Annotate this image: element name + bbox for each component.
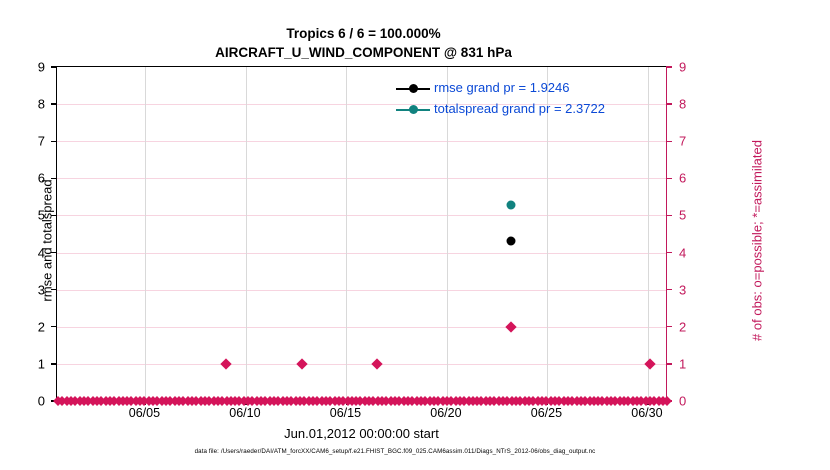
y-axis-right-tick-label: 1 [679, 356, 687, 372]
y-axis-left-tick [51, 288, 57, 291]
y-axis-left-tick-label: 7 [37, 133, 45, 149]
y-axis-right-tick [666, 251, 672, 254]
y-axis-right-tick [666, 363, 672, 365]
legend-marker-icon [396, 84, 430, 94]
y-axis-right-tick [666, 103, 672, 105]
x-axis-tick-label: 06/10 [229, 406, 261, 420]
gridline-vertical [647, 67, 649, 399]
y-axis-right-tick [666, 288, 672, 291]
gridline-vertical [245, 67, 247, 399]
x-axis-tick-label: 06/30 [631, 406, 663, 420]
y-axis-right-title: # of obs: o=possible; *=assimilated [749, 140, 765, 341]
y-axis-left-title: rmse and totalspread [39, 179, 55, 302]
legend-item: rmse grand pr = 1.9246 [396, 78, 628, 99]
gridline-vertical [145, 67, 147, 399]
y-axis-right-tick-label: 9 [679, 59, 687, 75]
y-axis-left-tick [51, 66, 57, 68]
chart-title-line2: AIRCRAFT_U_WIND_COMPONENT @ 831 hPa [215, 45, 512, 60]
gridline-horizontal [57, 104, 666, 106]
y-axis-right-tick [666, 66, 672, 68]
y-axis-left-tick [51, 363, 57, 365]
gridline-vertical [346, 67, 348, 399]
data-point-marker [506, 236, 516, 246]
legend-dot-icon [409, 105, 418, 115]
y-axis-right-tick-label: 0 [679, 393, 687, 409]
y-axis-left-tick-label: 0 [37, 393, 45, 409]
legend-dot-icon [409, 84, 418, 94]
gridline-vertical [446, 67, 448, 399]
gridline-horizontal [57, 326, 666, 328]
chart-legend: rmse grand pr = 1.9246 totalspread grand … [396, 78, 628, 120]
gridline-horizontal [57, 215, 666, 217]
y-axis-left-tick [51, 214, 57, 217]
gridline-horizontal [57, 252, 666, 254]
y-axis-right-tick [666, 214, 672, 217]
y-axis-right-tick [666, 326, 672, 328]
y-axis-left-tick [51, 140, 57, 142]
y-axis-left-tick-label: 4 [37, 245, 45, 261]
y-axis-left-tick [51, 177, 57, 180]
y-axis-left-tick-label: 8 [37, 96, 45, 112]
data-point-marker [506, 200, 516, 210]
y-axis-left-tick-label: 9 [37, 59, 45, 75]
y-axis-right-tick [666, 140, 672, 142]
gridline-vertical [547, 67, 549, 399]
x-axis-tick-label: 06/25 [530, 406, 563, 420]
y-axis-left-tick [51, 251, 57, 254]
plot-area: 0 0 1 1 2 2 3 3 4 4 5 5 6 6 7 7 8 8 9 9 [38, 60, 686, 409]
gridline-horizontal [57, 363, 666, 365]
y-axis-left-tick-label: 5 [37, 207, 45, 223]
y-axis-right-tick-label: 4 [679, 245, 687, 261]
chart-title-line1: Tropics 6 / 6 = 100.000% [286, 26, 441, 41]
x-axis-title: Jun.01,2012 00:00:00 start [284, 426, 439, 441]
y-axis-left-tick [51, 103, 57, 105]
y-axis-right-tick-label: 8 [679, 96, 687, 112]
y-axis-right-tick-label: 6 [679, 170, 687, 186]
y-axis-left-tick-label: 6 [37, 170, 45, 186]
y-axis-right-tick [666, 177, 672, 180]
y-axis-right-tick-label: 5 [679, 207, 687, 223]
y-axis-left-tick [51, 326, 57, 328]
y-axis-right-tick-label: 3 [679, 282, 687, 298]
legend-item: totalspread grand pr = 2.3722 [396, 99, 628, 120]
legend-item-label: rmse grand pr = 1.9246 [434, 80, 570, 95]
y-axis-left-tick-label: 1 [37, 356, 45, 372]
chart-title: Tropics 6 / 6 = 100.000% AIRCRAFT_U_WIND… [0, 24, 727, 62]
x-axis-tick-label: 06/20 [430, 406, 462, 420]
y-axis-left-tick-label: 2 [37, 319, 45, 335]
gridline-horizontal [57, 289, 666, 291]
x-axis-tick-label: 06/05 [128, 406, 161, 420]
gridline-horizontal [57, 141, 666, 143]
x-axis-tick-label: 06/15 [329, 406, 362, 420]
y-axis-right-tick-label: 7 [679, 133, 687, 149]
y-axis-left-tick-label: 3 [37, 282, 45, 298]
legend-item-label: totalspread grand pr = 2.3722 [434, 101, 605, 116]
data-file-note: data file: /Users/raeder/DAI/ATM_forcXX/… [194, 448, 596, 455]
y-axis-right-tick-label: 2 [679, 319, 687, 335]
gridline-horizontal [57, 178, 666, 180]
legend-marker-icon [396, 105, 430, 115]
